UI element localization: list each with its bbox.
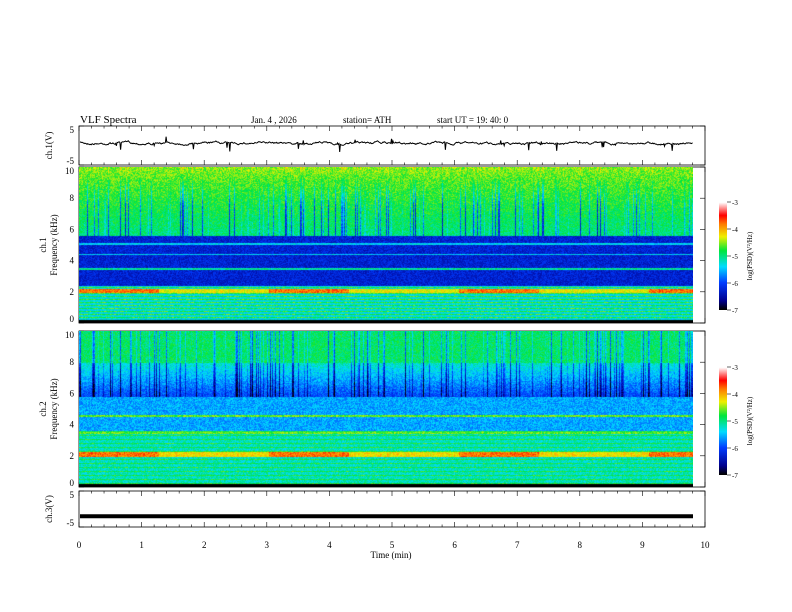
x-tick-label: 4 bbox=[327, 540, 332, 550]
x-tick-label: 0 bbox=[77, 540, 82, 550]
ch1-waveform-ytick-label: -5 bbox=[67, 156, 75, 166]
ch2-spectrogram-ytick-label: 10 bbox=[65, 330, 75, 340]
ch1-spectrogram-ytick-label: 0 bbox=[70, 314, 75, 324]
ch2-spectrogram-ylabel: Frequency (kHz) bbox=[49, 378, 59, 439]
ch1-spectrogram-image bbox=[79, 167, 693, 323]
ch2-spectrogram-ytick-label: 8 bbox=[70, 357, 75, 367]
x-tick-label: 1 bbox=[139, 540, 144, 550]
ch1-spectrogram-ylabel-channel: ch.1 bbox=[38, 237, 48, 252]
colorbar-label: log(PSD)(V²/Hz) bbox=[746, 396, 754, 445]
ch1-spectrogram-ytick-label: 6 bbox=[70, 224, 75, 234]
ch3-waveform-ylabel: ch.3(V) bbox=[44, 495, 54, 523]
ch3-waveform-ytick-label: 5 bbox=[70, 490, 75, 500]
x-axis-label: Time (min) bbox=[371, 550, 412, 560]
ch2-spectrogram-ytick-label: 6 bbox=[70, 388, 75, 398]
ch1-spectrogram-ytick-label: 8 bbox=[70, 193, 75, 203]
ch1-spectrogram-ylabel: Frequency (kHz) bbox=[49, 214, 59, 275]
date-label: Jan. 4 , 2026 bbox=[251, 115, 297, 125]
ch3-waveform-frame bbox=[78, 490, 706, 528]
colorbar-tick-label: -7 bbox=[732, 307, 738, 315]
x-tick-label: 5 bbox=[390, 540, 395, 550]
figure-title: VLF Spectra bbox=[80, 114, 137, 126]
colorbar-tick-label: -3 bbox=[732, 364, 738, 372]
start-time-label: start UT = 19: 40: 0 bbox=[437, 115, 509, 125]
x-tick-label: 2 bbox=[202, 540, 207, 550]
ch1-colorbar bbox=[719, 202, 727, 310]
ch1-waveform-ylabel: ch.1(V) bbox=[44, 132, 54, 160]
x-tick-label: 6 bbox=[452, 540, 457, 550]
ch2-spectrogram-image bbox=[79, 331, 693, 487]
x-tick-label: 10 bbox=[701, 540, 711, 550]
colorbar-label: log(PSD)(V²/Hz) bbox=[746, 231, 754, 280]
ch1-waveform-ytick-label: 5 bbox=[70, 125, 75, 135]
ch1-spectrogram-ytick-label: 2 bbox=[70, 287, 75, 297]
colorbar-tick-label: -7 bbox=[732, 472, 738, 480]
ch3-waveform-ytick-label: -5 bbox=[67, 518, 75, 528]
ch2-spectrogram-ytick-label: 4 bbox=[70, 420, 75, 430]
colorbar-tick-label: -4 bbox=[732, 226, 738, 234]
ch2-spectrogram-ytick-label: 2 bbox=[70, 451, 75, 461]
colorbar-tick-label: -5 bbox=[732, 253, 738, 261]
colorbar-tick-label: -5 bbox=[732, 418, 738, 426]
x-tick-label: 7 bbox=[515, 540, 520, 550]
ch1-spectrogram-ytick-label: 4 bbox=[70, 256, 75, 266]
colorbar-tick-label: -6 bbox=[732, 280, 738, 288]
ch1-waveform-frame bbox=[78, 125, 706, 166]
colorbar-tick-label: -3 bbox=[732, 199, 738, 207]
colorbar-tick-label: -4 bbox=[732, 391, 738, 399]
ch1-spectrogram-ytick-label: 10 bbox=[65, 166, 75, 176]
x-tick-label: 9 bbox=[640, 540, 645, 550]
station-label: station= ATH bbox=[343, 115, 392, 125]
ch2-spectrogram-ytick-label: 0 bbox=[70, 478, 75, 488]
x-tick-label: 8 bbox=[578, 540, 583, 550]
ch2-colorbar bbox=[719, 367, 727, 475]
x-tick-label: 3 bbox=[265, 540, 270, 550]
ch1-waveform-trace bbox=[79, 136, 693, 153]
ch2-spectrogram-ylabel-channel: ch.2 bbox=[38, 401, 48, 416]
colorbar-tick-label: -6 bbox=[732, 445, 738, 453]
